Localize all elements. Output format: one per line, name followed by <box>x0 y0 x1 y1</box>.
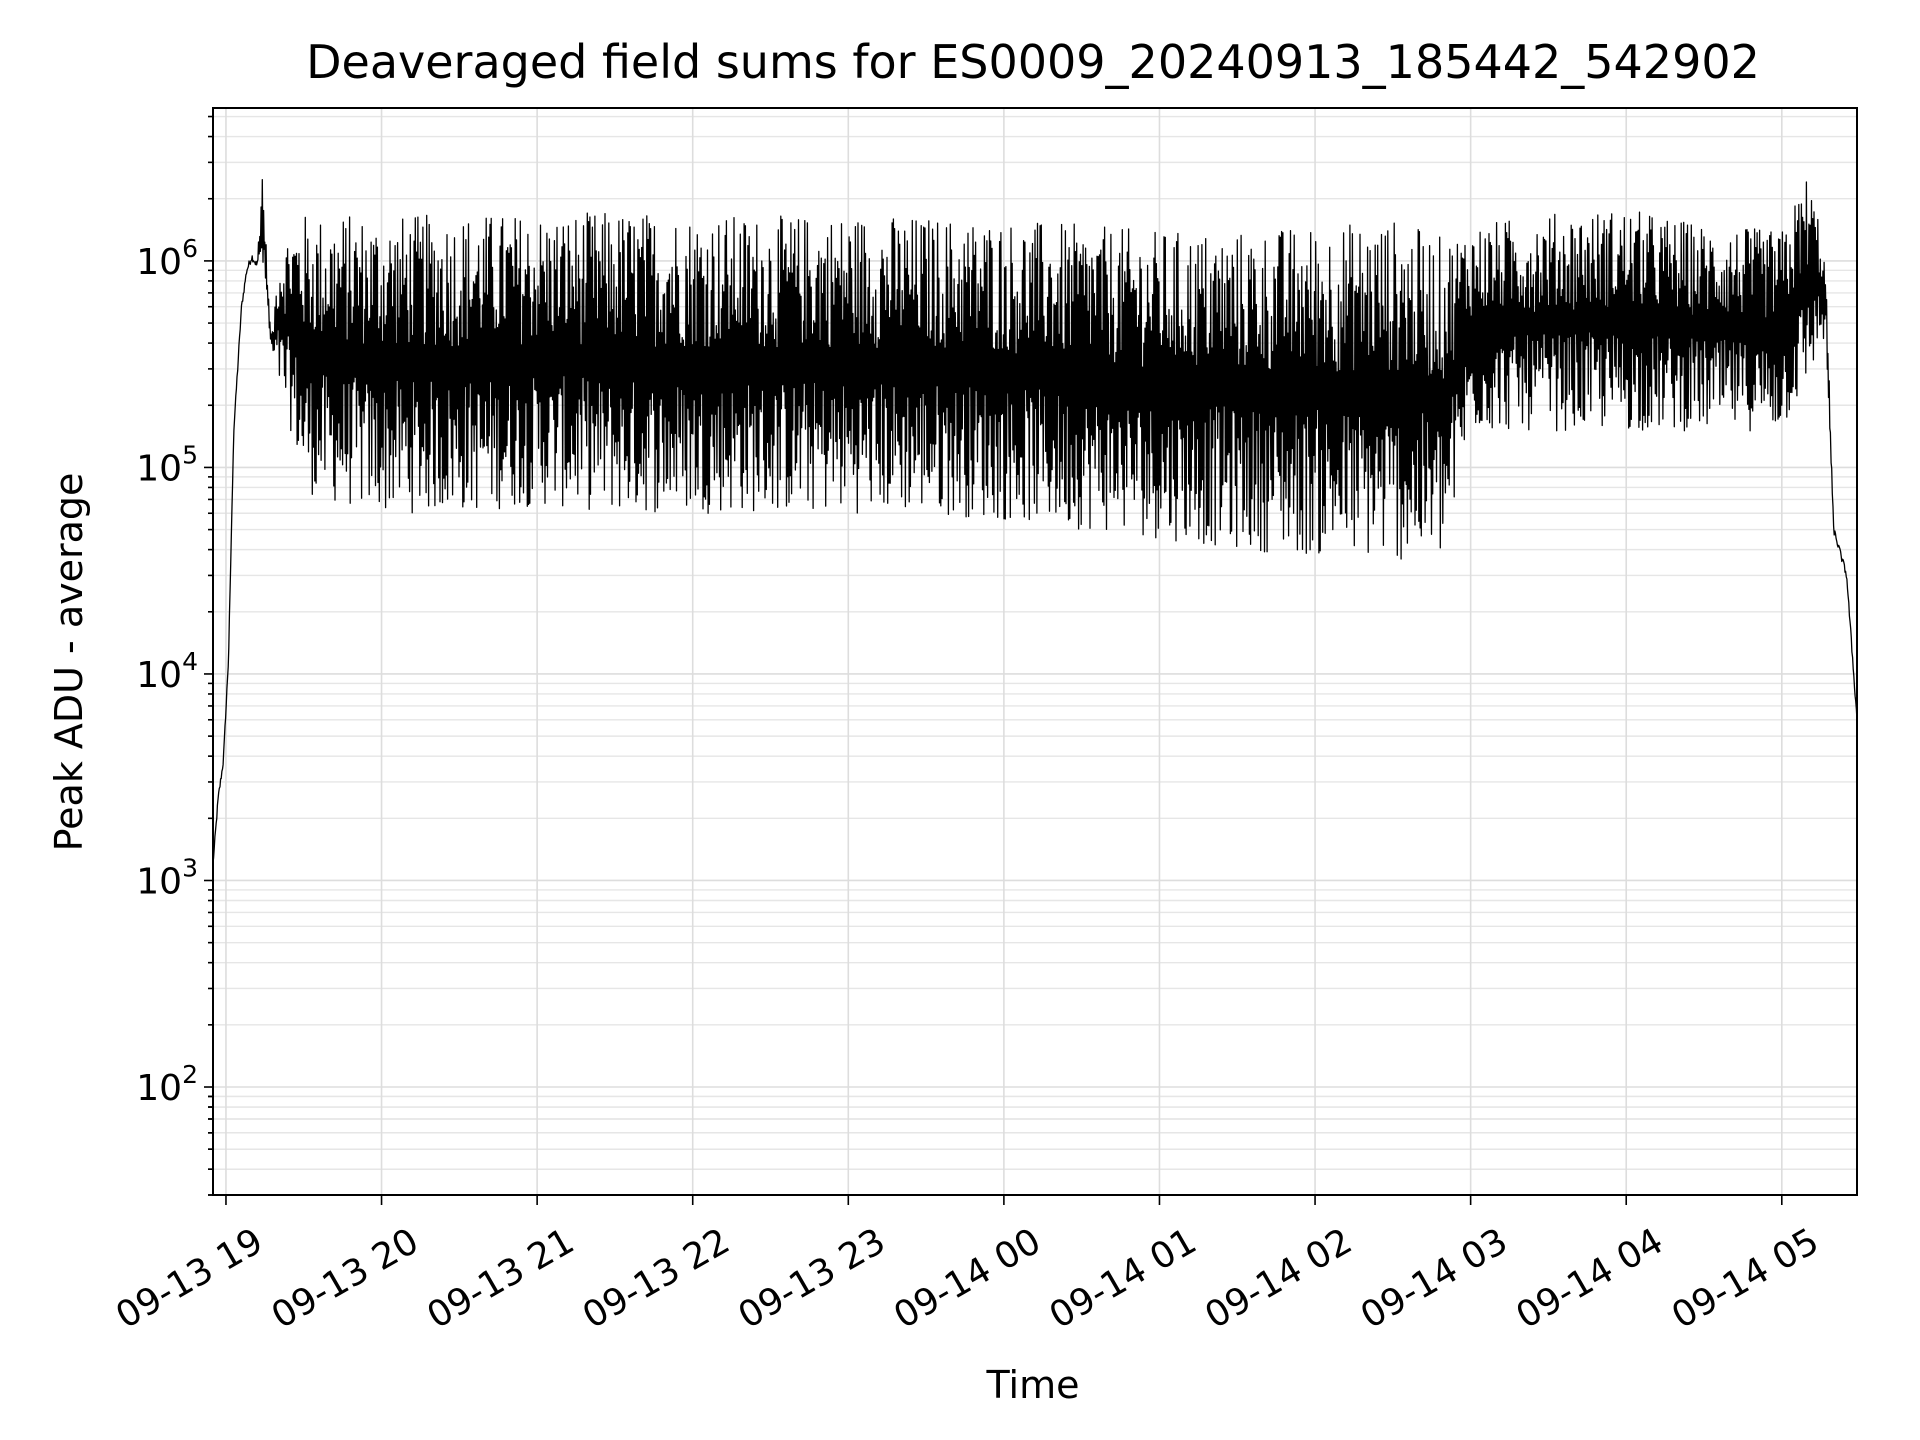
x-axis-label: Time <box>986 1363 1080 1407</box>
x-tick-label: 09-14 03 <box>1354 1221 1515 1337</box>
x-tick-label: 09-14 01 <box>1043 1221 1204 1337</box>
x-tick-label: 09-13 19 <box>109 1221 270 1337</box>
y-tick-label: 105 <box>136 440 198 489</box>
y-tick-label: 106 <box>136 234 198 283</box>
y-tick-label: 104 <box>136 647 198 696</box>
x-tick-label: 09-14 04 <box>1510 1221 1671 1337</box>
y-tick-label: 102 <box>136 1060 198 1109</box>
series-plot <box>212 179 1858 864</box>
x-tick-label: 09-13 20 <box>265 1221 426 1337</box>
x-tick-label: 09-13 21 <box>420 1221 581 1337</box>
x-tick-label: 09-14 00 <box>887 1221 1048 1337</box>
plot-frame <box>212 107 1858 1196</box>
x-tick-label: 09-14 05 <box>1665 1221 1826 1337</box>
x-tick-label: 09-13 23 <box>732 1221 893 1337</box>
x-tick-label: 09-14 02 <box>1198 1221 1359 1337</box>
y-axis-label: Peak ADU - average <box>47 473 91 852</box>
series-line <box>212 179 1858 864</box>
y-tick-label: 103 <box>136 853 198 902</box>
x-tick-label: 09-13 22 <box>576 1221 737 1337</box>
y-axis: 102 103 104 105 106 <box>136 115 213 1196</box>
chart-title: Deaveraged field sums for ES0009_2024091… <box>306 35 1760 89</box>
